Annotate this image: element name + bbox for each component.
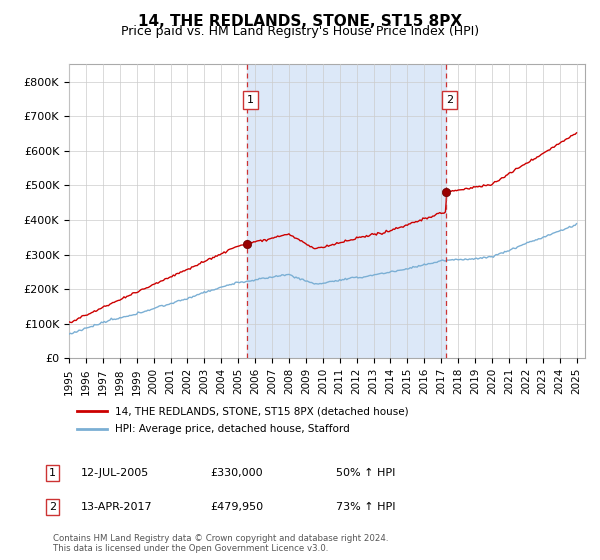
Text: Price paid vs. HM Land Registry's House Price Index (HPI): Price paid vs. HM Land Registry's House … [121,25,479,38]
Text: £479,950: £479,950 [210,502,263,512]
Text: £330,000: £330,000 [210,468,263,478]
Text: 73% ↑ HPI: 73% ↑ HPI [336,502,395,512]
Text: 12-JUL-2005: 12-JUL-2005 [81,468,149,478]
Text: 2: 2 [49,502,56,512]
Text: HPI: Average price, detached house, Stafford: HPI: Average price, detached house, Staf… [115,423,349,433]
Text: 50% ↑ HPI: 50% ↑ HPI [336,468,395,478]
Text: 2: 2 [446,95,453,105]
Text: Contains HM Land Registry data © Crown copyright and database right 2024.
This d: Contains HM Land Registry data © Crown c… [53,534,388,553]
Text: 1: 1 [49,468,56,478]
Text: 13-APR-2017: 13-APR-2017 [81,502,152,512]
Bar [247,64,446,358]
Text: 1: 1 [247,95,254,105]
Text: 14, THE REDLANDS, STONE, ST15 8PX (detached house): 14, THE REDLANDS, STONE, ST15 8PX (detac… [115,407,409,417]
Text: 14, THE REDLANDS, STONE, ST15 8PX: 14, THE REDLANDS, STONE, ST15 8PX [138,14,462,29]
